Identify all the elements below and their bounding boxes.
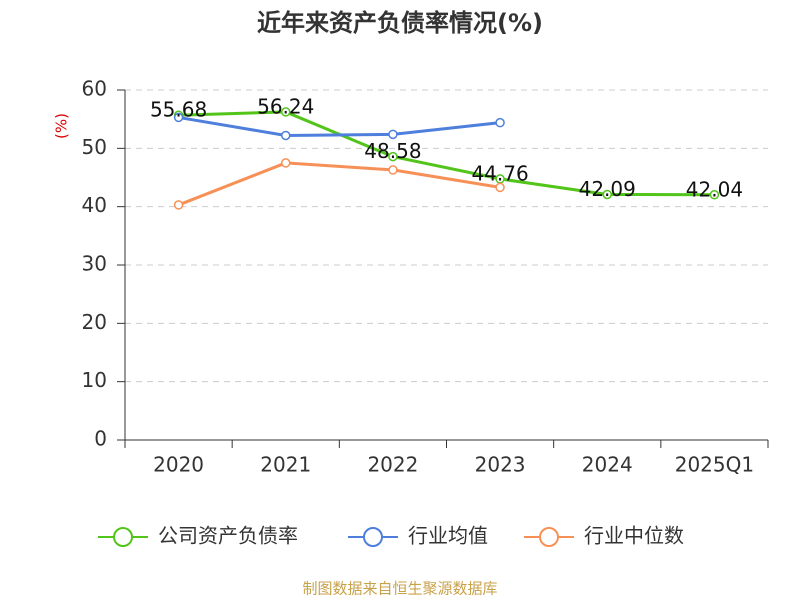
x-tick-label: 2023 xyxy=(475,453,526,477)
chart-title: 近年来资产负债率情况(%) xyxy=(257,9,543,37)
source-note: 制图数据来自恒生聚源数据库 xyxy=(302,580,497,598)
y-axis-label: (%) xyxy=(53,113,71,139)
data-label: 42.09 xyxy=(579,177,636,201)
legend-marker xyxy=(363,527,383,547)
y-tick-label: 0 xyxy=(94,427,107,451)
point xyxy=(602,189,612,200)
x-tick-label: 2025Q1 xyxy=(675,453,754,477)
series-line xyxy=(178,110,715,197)
data-label: 55.68 xyxy=(150,98,207,122)
y-tick-label: 20 xyxy=(82,310,107,334)
legend-marker xyxy=(539,527,559,547)
point xyxy=(281,130,291,141)
y-tick-label: 60 xyxy=(82,77,107,101)
data-label: 48.58 xyxy=(364,139,421,163)
y-tick-label: 10 xyxy=(82,368,107,392)
point xyxy=(281,107,291,117)
y-tick-label: 30 xyxy=(82,252,107,276)
y-tick-label: 40 xyxy=(82,193,107,217)
legend-marker xyxy=(113,527,133,547)
legend-label: 公司资产负债率 xyxy=(158,524,298,548)
point xyxy=(709,190,720,200)
y-tick-label: 50 xyxy=(82,135,107,159)
data-label: 42.04 xyxy=(686,177,743,201)
x-tick-label: 2024 xyxy=(582,453,633,477)
x-tick-label: 2021 xyxy=(260,453,311,477)
point xyxy=(388,165,398,175)
data-label: 44.76 xyxy=(471,161,528,185)
legend-label: 行业中位数 xyxy=(584,524,684,548)
point xyxy=(173,112,184,123)
x-tick-label: 2020 xyxy=(153,453,204,477)
point xyxy=(173,200,184,210)
point xyxy=(495,117,505,128)
series-line xyxy=(178,161,501,207)
point xyxy=(388,151,398,162)
point xyxy=(281,158,291,168)
data-label: 56.24 xyxy=(257,94,314,118)
point xyxy=(388,129,398,140)
series-line xyxy=(178,115,501,138)
point xyxy=(495,182,505,193)
legend-label: 行业均值 xyxy=(408,524,488,548)
x-tick-label: 2022 xyxy=(367,453,418,477)
